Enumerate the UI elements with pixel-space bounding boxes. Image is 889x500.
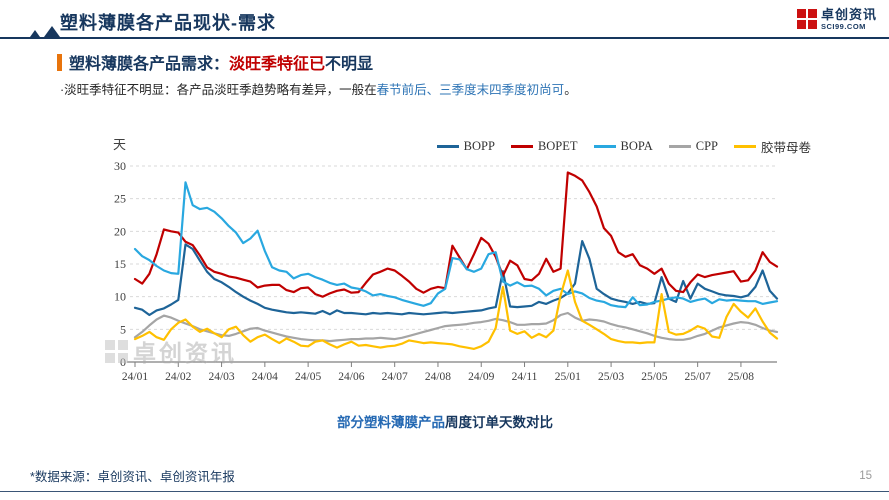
bullet-suffix: 。	[564, 83, 577, 97]
legend-label: BOPET	[537, 139, 578, 153]
x-tick-label: 25/03	[598, 371, 624, 383]
bottom-rule	[0, 491, 889, 492]
legend-swatch	[436, 145, 459, 148]
brand-logo-domain: SCI99.COM	[820, 22, 866, 31]
x-tick-label: 24/06	[338, 371, 364, 383]
series-line-胶带母卷	[133, 269, 779, 350]
chart-legend: BOPP BOPET BOPA CPP 胶带母卷	[421, 137, 811, 156]
bullet-text: ·淡旺季特征不明显：各产品淡旺季趋势略有差异，一般在	[60, 83, 377, 97]
x-tick-label: 24/08	[425, 371, 451, 383]
legend-swatch	[510, 145, 533, 148]
y-tick-label: 30	[114, 159, 126, 173]
chart-caption-part1: 部分塑料薄膜产品	[337, 415, 445, 430]
x-tick-label: 25/07	[685, 371, 711, 383]
legend-item-BOPP: BOPP	[436, 139, 495, 154]
brand-logo: 卓创资讯 SCI99.COM	[796, 7, 877, 31]
section-heading-prefix: 塑料薄膜各产品需求：	[69, 56, 230, 73]
x-tick-label: 24/01	[122, 371, 148, 383]
legend-label: BOPP	[463, 139, 495, 153]
x-tick-label: 24/11	[512, 371, 538, 383]
series-line-BOPA	[133, 181, 779, 309]
y-tick-label: 5	[120, 322, 126, 336]
y-tick-label: 0	[120, 355, 126, 369]
series-line-CPP	[133, 311, 779, 343]
title-underline	[0, 37, 889, 39]
chart-caption: 部分塑料薄膜产品周度订单天数对比	[105, 411, 785, 431]
x-tick-label: 25/01	[555, 371, 581, 383]
line-chart: 0 5 10 15 20 25 30 天 24/01 24/02 24/03 24/04 24/05 24…	[113, 137, 779, 383]
page-number: 15	[859, 470, 872, 482]
legend-label: 胶带母卷	[760, 141, 811, 155]
x-tick-label: 24/02	[165, 371, 191, 383]
y-tick-label: 25	[114, 192, 126, 206]
page-title: 塑料薄膜各产品现状-需求	[60, 13, 276, 33]
chart-area: BOPP BOPET BOPA CPP 胶带母卷 0 5 10 15 20 25 30 天 24/01 2…	[105, 128, 811, 431]
x-tick-label: 24/09	[468, 371, 494, 383]
chart-caption-part2: 周度订单天数对比	[445, 415, 553, 430]
decor-triangle-big	[44, 26, 60, 37]
legend-item-BOPA: BOPA	[593, 139, 653, 154]
section-bullet: ·淡旺季特征不明显：各产品淡旺季趋势略有差异，一般在春节前后、三季度末四季度初尚…	[60, 79, 577, 98]
section-heading: 塑料薄膜各产品需求：淡旺季特征已不明显	[57, 50, 373, 74]
legend-swatch	[668, 145, 691, 148]
decor-triangle-small	[30, 30, 40, 37]
brand-logo-icon	[796, 9, 817, 30]
series-line-BOPET	[133, 171, 779, 298]
data-source-note: *数据来源：卓创资讯、卓创资讯年报	[30, 470, 235, 484]
section-accent-bar	[57, 53, 62, 71]
x-tick-label: 24/03	[208, 371, 234, 383]
y-tick-label: 15	[114, 257, 126, 271]
section-heading-highlight: 淡旺季特征已	[229, 56, 326, 73]
legend-swatch	[593, 145, 616, 148]
legend-item-胶带母卷: 胶带母卷	[733, 137, 811, 156]
legend-label: CPP	[695, 139, 718, 153]
bullet-highlight: 春节前后、三季度末四季度初尚可	[376, 83, 565, 97]
x-tick-label: 24/07	[382, 371, 408, 383]
x-tick-label: 25/08	[728, 371, 754, 383]
y-tick-label: 10	[114, 290, 126, 304]
y-tick-label: 20	[114, 224, 126, 238]
legend-item-CPP: CPP	[668, 139, 718, 154]
y-axis-unit: 天	[113, 137, 126, 152]
x-tick-label: 24/05	[295, 371, 321, 383]
x-tick-label: 24/04	[252, 371, 278, 383]
legend-label: BOPA	[620, 139, 653, 153]
legend-swatch	[733, 145, 756, 148]
section-heading-suffix: 不明显	[325, 56, 374, 73]
legend-item-BOPET: BOPET	[510, 139, 578, 154]
brand-logo-name: 卓创资讯	[820, 7, 877, 22]
x-tick-label: 25/05	[641, 371, 667, 383]
